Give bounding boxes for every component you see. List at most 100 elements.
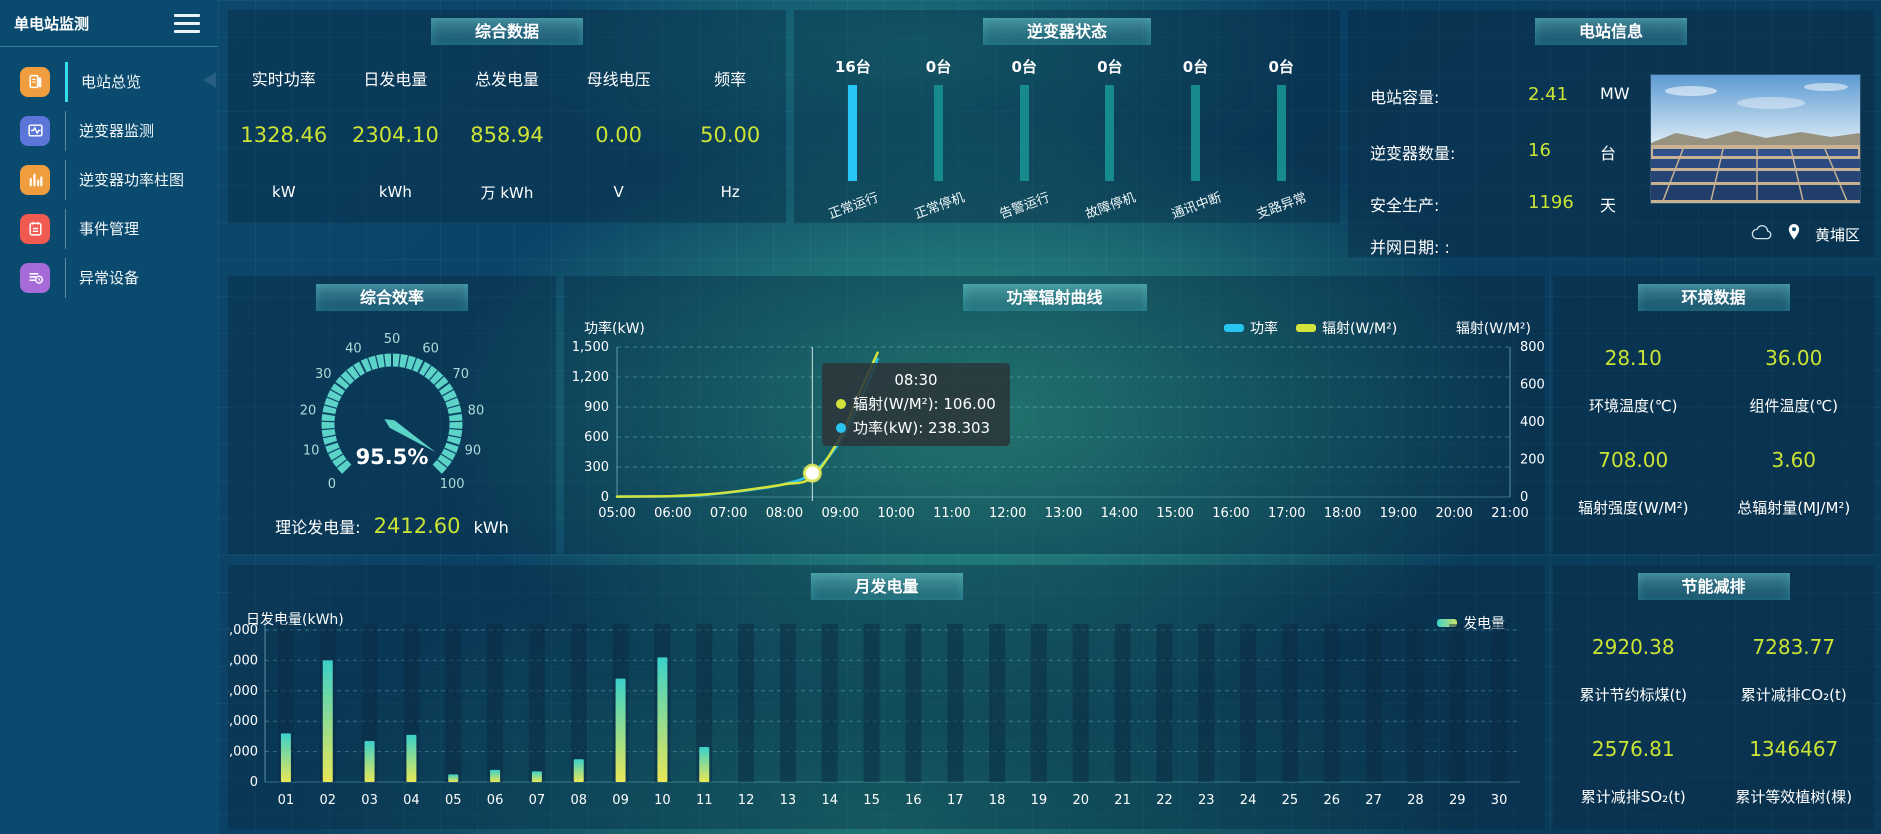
legend-label: 功率 [1250,321,1278,337]
panel-energy-saving: 节能减排 2920.38 累计节约标煤(t) 7283.77 累计减排CO₂(t) 25… [1553,565,1874,829]
svg-text:19:00: 19:00 [1380,506,1417,521]
series-dot-icon [836,422,846,433]
status-label: 正常运行 [826,190,881,223]
panel-inverter-status: 逆变器状态 16台 正常运行 0台 正常停机 0台 告警运行 0台 故障停机 0台 通讯中断 0台支… [794,10,1340,223]
monthly-generation-chart[interactable]: 0 2,000 4,000 6,000 8,000 10,000 01 02 03 04 05 06 0… [228,565,1545,829]
efficiency-gauge[interactable]: 0 10 20 30 40 50 60 70 80 90 100 95.5% [258,314,526,514]
curve-legend[interactable]: 功率 辐射(W/M²) [1224,318,1397,338]
svg-text:26: 26 [1323,793,1340,808]
overview-doc-icon [20,66,50,97]
svg-text:300: 300 [584,460,609,475]
svg-text:2,000: 2,000 [228,745,258,760]
sidebar-collapse-arrow[interactable] [203,72,216,88]
svg-text:16: 16 [905,793,922,808]
status-label: 故障停机 [1083,190,1138,223]
panel-power-curve: 功率辐射曲线 功率(kW) 功率 辐射(W/M²) 辐射(W/M²) 0 300 60… [564,276,1545,554]
status-label: 通讯中断 [1169,190,1224,223]
sidebar-header: 单电站监测 [0,0,218,47]
svg-text:21:00: 21:00 [1491,506,1528,521]
tooltip-time: 08:30 [894,371,938,389]
svg-text:27: 27 [1365,793,1382,808]
legend-swatch [1224,324,1244,332]
svg-text:09:00: 09:00 [822,506,859,521]
status-bar [1276,85,1286,181]
svg-text:8,000: 8,000 [228,653,258,668]
info-label: 并网日期: : [1370,238,1450,257]
kv-value: 1346467 [1749,737,1839,761]
panel-energy-saving-title: 节能减排 [1637,573,1790,600]
svg-text:6,000: 6,000 [228,684,258,699]
status-count: 0台 [1011,58,1037,76]
kv-value: 2920.38 [1591,635,1675,659]
station-info-row: 并网日期: : [1370,234,1658,258]
summary-metric: 频率 50.00 Hz [674,52,786,223]
info-value: 2.41 [1528,84,1569,105]
sidebar-item-4[interactable]: 事件管理 [0,204,218,253]
sidebar-item-5[interactable]: 异常设备 [0,253,218,302]
status-bar [1105,85,1115,181]
panel-summary-title: 综合数据 [430,18,584,45]
kv-label: 辐射强度(W/M²) [1577,499,1689,517]
info-unit: 台 [1600,144,1617,163]
summary-metrics: 实时功率 1328.46 kW 日发电量 2304.10 kWh 总发电量 858.94 万 k… [228,10,786,223]
status-bar-正常运行[interactable]: 16台 正常运行 [810,56,896,222]
metric-unit: Hz [720,183,740,201]
sidebar-item-1[interactable]: 电站总览 [0,57,218,106]
sidebar-item-label: 事件管理 [79,220,140,238]
panel-environment: 环境数据 28.10 环境温度(℃) 36.00 组件温度(℃) 708.00 辐射强度(… [1553,276,1874,554]
status-count: 0台 [925,58,952,76]
svg-text:800: 800 [1520,340,1545,355]
metric-label: 实时功率 [251,70,316,89]
svg-text:03: 03 [361,793,378,808]
menu-toggle-icon[interactable] [174,14,200,33]
power-bars-icon [20,164,50,195]
station-location: 黄埔区 [1751,223,1860,245]
status-label: 支路异常 [1254,190,1309,223]
environment-metrics: 28.10 环境温度(℃) 36.00 组件温度(℃) 708.00 辐射强度(W/M²)… [1553,276,1874,518]
kv-metric: 1346467 累计等效植树(棵) [1714,737,1875,807]
sidebar-item-2[interactable]: 逆变器监测 [0,106,218,155]
svg-text:10:00: 10:00 [877,506,914,521]
svg-text:28: 28 [1407,793,1424,808]
tooltip-row: 功率(kW): 238.303 [836,417,996,438]
summary-metric: 母线电压 0.00 V [563,52,675,223]
svg-text:1,200: 1,200 [572,370,609,385]
status-bar-故障停机[interactable]: 0台 故障停机 [1067,56,1153,222]
solar-farm-image [1651,75,1860,203]
panel-station-info: 电站信息 电站容量: 2.41 MW 逆变器数量: 16 台安全生产: 1196 天并网日期:… [1348,10,1874,257]
kv-metric: 3.60 总辐射量(MJ/M²) [1714,448,1875,518]
status-label: 告警运行 [997,190,1052,223]
legend-item[interactable]: 辐射(W/M²) [1296,318,1397,338]
sidebar-menu: 电站总览逆变器监测逆变器功率柱图事件管理异常设备 [0,47,218,302]
panel-power-curve-title: 功率辐射曲线 [962,284,1147,311]
sidebar-item-3[interactable]: 逆变器功率柱图 [0,155,218,204]
kv-metric: 2576.81 累计减排SO₂(t) [1553,737,1714,807]
info-label: 电站容量: [1370,88,1440,107]
svg-text:15:00: 15:00 [1156,506,1193,521]
status-bar-支路异常[interactable]: 0台 支路异常 [1238,56,1324,222]
kv-value: 2576.81 [1591,737,1675,761]
sidebar-item-label: 电站总览 [81,73,142,91]
app-title: 单电站监测 [14,15,90,33]
svg-text:01: 01 [278,793,295,808]
svg-text:18:00: 18:00 [1324,506,1361,521]
svg-text:13: 13 [780,793,797,808]
metric-unit: 万 kWh [480,183,534,202]
location-pin-icon[interactable] [1787,223,1801,245]
status-bar [934,85,943,181]
svg-text:08:00: 08:00 [766,506,803,521]
station-photo [1651,75,1860,203]
svg-text:1,500: 1,500 [572,340,609,355]
sidebar-item-label: 逆变器监测 [79,122,155,140]
status-bar-正常停机[interactable]: 0台 正常停机 [896,56,982,222]
legend-item[interactable]: 功率 [1224,318,1278,338]
svg-text:13:00: 13:00 [1045,506,1082,521]
power-radiation-chart[interactable]: 0 300 600 900 1,200 1,500 0 200 400 600 800 05:00 06… [564,276,1545,554]
tooltip-text: 功率(kW): 238.303 [853,419,991,437]
svg-text:11:00: 11:00 [933,506,970,521]
menu-separator [65,159,66,200]
svg-text:12: 12 [738,793,755,808]
metric-label: 母线电压 [586,70,651,89]
status-bar-告警运行[interactable]: 0台告警运行 [981,56,1067,222]
status-bar-通讯中断[interactable]: 0台 通讯中断 [1153,56,1239,222]
